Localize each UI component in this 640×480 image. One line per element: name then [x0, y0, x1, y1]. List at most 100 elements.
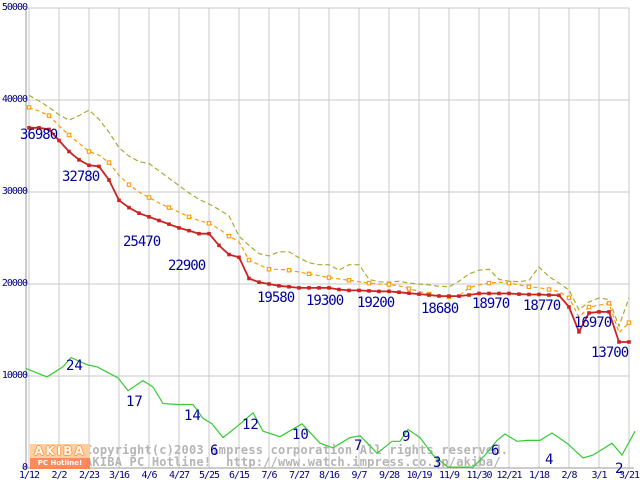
lowest-price-marker — [557, 293, 561, 298]
average-price-marker — [366, 280, 372, 286]
lowest-price-marker — [217, 243, 221, 248]
average-price-marker — [406, 286, 412, 291]
lowest-price-marker — [77, 158, 81, 162]
average-price-marker — [226, 233, 232, 239]
lowest-price-marker — [207, 231, 211, 236]
lowest-price-marker — [377, 289, 381, 294]
lowest-price-marker — [257, 280, 261, 284]
average-price-marker — [526, 284, 532, 290]
average-price-marker — [46, 113, 52, 118]
average-price-marker — [66, 132, 72, 138]
lowest-price-marker — [47, 127, 51, 132]
average-price-marker — [206, 221, 212, 226]
series-shop-count-line — [25, 356, 636, 468]
average-price-marker — [506, 280, 512, 286]
lowest-price-marker — [237, 255, 241, 260]
series-lowest-price-line — [29, 126, 629, 343]
lowest-price-marker — [227, 252, 231, 257]
lowest-price-marker — [267, 282, 271, 286]
lowest-price-marker — [57, 138, 61, 143]
average-price-marker — [126, 182, 132, 187]
average-price-marker — [586, 304, 592, 310]
lowest-price-marker — [367, 289, 371, 293]
lowest-price-marker — [397, 290, 401, 295]
lowest-price-marker — [537, 292, 541, 297]
lowest-price-marker — [167, 222, 171, 226]
series-highest-price-line — [28, 94, 630, 329]
lowest-price-marker — [477, 291, 481, 296]
average-price-marker — [306, 271, 312, 277]
average-price-marker — [566, 295, 572, 301]
lowest-price-marker — [587, 311, 591, 315]
lowest-price-marker — [527, 292, 531, 297]
average-price-marker — [466, 285, 472, 290]
lowest-price-marker — [247, 276, 251, 281]
lowest-price-marker — [567, 305, 571, 309]
average-price-marker — [186, 214, 192, 220]
lowest-price-marker — [357, 288, 361, 293]
average-price-marker — [246, 257, 252, 263]
copyright-text: Copyright(c)2003 impress corporation All… — [85, 443, 509, 457]
lowest-price-marker — [147, 215, 151, 219]
logo-pchotline-text: PC Hotline! — [30, 458, 90, 469]
lowest-price-marker — [197, 231, 201, 236]
lowest-price-marker — [337, 287, 341, 292]
lowest-price-marker — [437, 294, 441, 298]
lowest-price-marker — [327, 286, 331, 290]
lowest-price-marker — [97, 164, 101, 169]
akiba-pc-hotline-logo: AKIBA PC Hotline! — [30, 444, 90, 469]
lowest-price-marker — [417, 292, 421, 296]
lowest-price-marker — [117, 198, 121, 203]
lowest-price-marker — [137, 211, 141, 215]
lowest-price-marker — [517, 292, 521, 296]
lowest-price-marker — [37, 125, 41, 130]
lowest-price-marker — [27, 125, 31, 130]
average-price-marker — [106, 160, 112, 165]
site-url-text: AKIBA PC Hotline! http://www.watch.impre… — [85, 455, 501, 469]
lowest-price-marker — [317, 286, 321, 290]
lowest-price-marker — [547, 293, 551, 297]
lowest-price-marker — [407, 291, 411, 295]
lowest-price-marker — [107, 178, 111, 182]
average-price-marker — [326, 275, 332, 280]
lowest-price-marker — [177, 226, 181, 230]
average-price-marker — [86, 149, 92, 154]
lowest-price-marker — [127, 205, 131, 210]
lowest-price-marker — [607, 310, 611, 314]
average-price-marker — [626, 320, 632, 325]
lowest-price-marker — [67, 149, 71, 154]
lowest-price-marker — [487, 291, 491, 296]
lowest-price-marker — [297, 286, 301, 290]
lowest-price-marker — [347, 288, 351, 293]
lowest-price-marker — [467, 293, 471, 297]
lowest-price-marker — [507, 291, 511, 296]
average-price-marker — [26, 105, 32, 110]
lowest-price-marker — [187, 228, 191, 233]
lowest-price-marker — [627, 340, 631, 344]
lowest-price-marker — [287, 284, 291, 289]
lowest-price-marker — [157, 218, 161, 223]
average-price-marker — [266, 267, 272, 272]
lowest-price-marker — [597, 310, 601, 314]
average-price-marker — [386, 282, 392, 287]
logo-akiba-text: AKIBA — [30, 444, 90, 458]
lowest-price-marker — [447, 294, 451, 298]
average-price-marker — [346, 278, 352, 283]
average-price-marker — [166, 205, 172, 210]
average-price-marker — [546, 287, 552, 292]
lowest-price-marker — [577, 330, 581, 334]
lowest-price-marker — [497, 291, 501, 296]
average-price-marker — [286, 267, 292, 273]
average-price-marker — [606, 301, 612, 306]
average-price-marker — [146, 195, 152, 200]
series-average-price-line — [28, 106, 630, 334]
lowest-price-marker — [387, 289, 391, 294]
lowest-price-marker — [427, 293, 431, 297]
lowest-price-marker — [617, 340, 621, 344]
lowest-price-marker — [87, 163, 91, 168]
lowest-price-marker — [457, 294, 461, 298]
lowest-price-marker — [307, 286, 311, 290]
